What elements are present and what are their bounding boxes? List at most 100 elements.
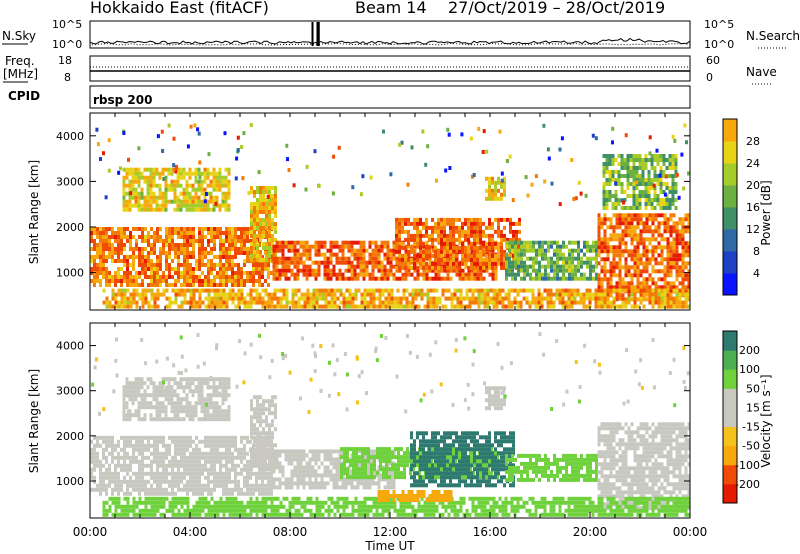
data-cell	[636, 297, 640, 302]
data-cell	[213, 463, 216, 468]
data-cell	[201, 283, 204, 287]
data-cell	[609, 217, 613, 222]
data-cell	[641, 166, 645, 170]
data-cell	[600, 281, 604, 286]
data-cell	[651, 229, 655, 234]
data-cell	[393, 304, 397, 309]
data-cell	[161, 377, 165, 382]
data-cell	[666, 221, 670, 226]
data-cell	[225, 251, 228, 255]
data-cell	[416, 221, 419, 226]
data-cell	[96, 263, 99, 267]
data-cell	[615, 261, 619, 266]
data-cell	[660, 253, 664, 258]
data-cell	[144, 267, 147, 271]
data-cell	[350, 268, 354, 273]
data-cell	[428, 245, 431, 250]
data-cell	[210, 487, 213, 492]
data-cell	[479, 245, 482, 250]
data-cell	[162, 439, 165, 444]
data-cell	[240, 275, 243, 279]
data-cell	[620, 182, 624, 186]
data-cell	[180, 455, 183, 460]
data-cell	[223, 131, 227, 136]
data-cell	[231, 247, 234, 251]
data-cell	[201, 439, 204, 444]
data-cell	[555, 288, 559, 293]
data-cell	[93, 475, 96, 480]
data-cell	[174, 279, 177, 283]
data-cell	[353, 268, 357, 273]
data-cell	[268, 230, 271, 234]
data-cell	[234, 263, 237, 267]
data-cell	[356, 260, 360, 265]
data-cell	[183, 292, 187, 297]
data-cell	[341, 248, 345, 253]
data-cell	[284, 244, 288, 249]
data-cell	[602, 170, 606, 174]
data-cell	[681, 229, 685, 234]
data-cell	[90, 451, 93, 456]
data-cell	[348, 292, 352, 297]
data-cell	[95, 127, 99, 132]
data-cell	[425, 272, 429, 277]
data-cell	[186, 491, 189, 496]
data-cell	[132, 235, 135, 239]
data-cell	[102, 239, 105, 243]
data-cell	[261, 483, 264, 488]
data-cell	[317, 248, 321, 253]
data-cell	[123, 475, 126, 480]
data-cell	[171, 243, 174, 247]
data-cell	[422, 225, 425, 230]
data-cell	[657, 245, 661, 250]
data-cell	[635, 166, 639, 170]
data-cell	[517, 240, 520, 245]
data-cell	[381, 292, 385, 297]
colorbar-segment	[723, 163, 737, 186]
data-cell	[161, 417, 165, 422]
data-cell	[231, 239, 234, 243]
data-cell	[155, 199, 159, 204]
data-cell	[262, 194, 265, 198]
data-cell	[272, 252, 276, 257]
data-cell	[635, 170, 639, 174]
data-cell	[256, 198, 259, 202]
data-cell	[221, 191, 225, 196]
data-cell	[228, 475, 231, 480]
data-cell	[330, 296, 334, 301]
data-cell	[612, 265, 616, 270]
data-cell	[96, 235, 99, 239]
data-cell	[225, 455, 228, 460]
data-cell	[156, 231, 159, 235]
data-cell	[520, 264, 523, 269]
data-cell	[630, 281, 634, 286]
data-cell	[455, 261, 458, 266]
data-cell	[182, 175, 186, 180]
data-cell	[669, 281, 673, 286]
data-cell	[120, 235, 123, 239]
data-cell	[638, 166, 642, 170]
data-cell	[503, 233, 506, 238]
data-cell	[219, 267, 222, 271]
data-cell	[291, 304, 295, 309]
data-cell	[250, 218, 253, 222]
data-cell	[195, 455, 198, 460]
data-cell	[455, 257, 458, 262]
data-cell	[519, 288, 523, 293]
data-cell	[216, 475, 219, 480]
data-cell	[614, 194, 618, 198]
data-cell	[216, 443, 219, 448]
data-cell	[231, 259, 234, 263]
data-cell	[329, 244, 333, 249]
data-cell	[155, 397, 159, 402]
data-cell	[570, 296, 574, 301]
data-cell	[177, 259, 180, 263]
data-cell	[177, 463, 180, 468]
data-cell	[479, 225, 482, 230]
data-cell	[564, 292, 568, 297]
data-cell	[602, 166, 606, 170]
data-cell	[140, 397, 144, 402]
data-cell	[421, 129, 425, 134]
data-cell	[353, 256, 357, 261]
data-cell	[161, 191, 165, 196]
